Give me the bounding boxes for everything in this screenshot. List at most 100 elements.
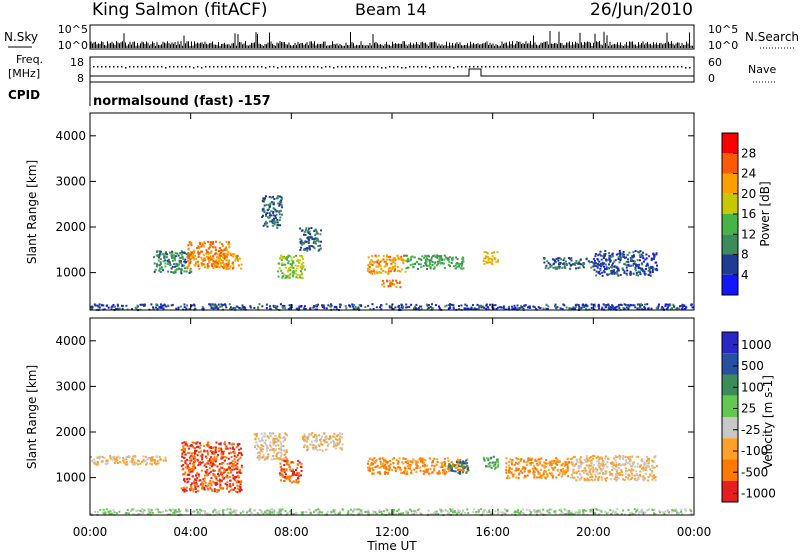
echo-cell — [490, 465, 492, 467]
echo-cell — [319, 511, 321, 513]
echo-cell — [539, 510, 541, 512]
nave-dot — [157, 66, 159, 68]
echo-cell — [275, 445, 277, 447]
echo-cell — [647, 466, 649, 468]
echo-cell — [305, 227, 307, 229]
echo-cell — [463, 469, 465, 471]
echo-cell — [329, 305, 331, 307]
echo-cell — [650, 267, 652, 269]
echo-cell — [286, 257, 288, 259]
echo-cell — [653, 253, 655, 255]
echo-cell — [648, 255, 650, 257]
echo-cell — [195, 258, 197, 260]
echo-cell — [645, 254, 647, 256]
echo-cell — [187, 481, 189, 483]
echo-cell — [425, 264, 427, 266]
echo-cell — [639, 254, 641, 256]
echo-cell — [626, 274, 628, 276]
echo-cell — [547, 462, 549, 464]
echo-cell — [142, 511, 144, 513]
echo-cell — [613, 457, 615, 459]
echo-cell — [383, 286, 385, 288]
echo-cell — [367, 467, 369, 469]
echo-cell — [160, 263, 162, 265]
echo-cell — [526, 464, 528, 466]
echo-cell — [512, 459, 514, 461]
echo-cell — [428, 307, 430, 309]
echo-cell — [637, 304, 639, 306]
echo-cell — [172, 252, 174, 254]
echo-cell — [678, 512, 680, 514]
echo-cell — [603, 257, 605, 259]
echo-cell — [293, 267, 295, 269]
echo-cell — [654, 467, 656, 469]
echo-cell — [391, 469, 393, 471]
nsky-tick-top: 10^5 — [58, 23, 88, 36]
echo-cell — [450, 467, 452, 469]
nave-dot — [513, 66, 515, 68]
echo-cell — [224, 249, 226, 251]
echo-cell — [189, 452, 191, 454]
echo-cell — [433, 512, 435, 514]
echo-cell — [640, 464, 642, 466]
echo-cell — [183, 451, 185, 453]
echo-cell — [358, 307, 360, 309]
echo-cell — [327, 511, 329, 513]
echo-cell — [186, 271, 188, 273]
echo-cell — [370, 464, 372, 466]
echo-cell — [294, 474, 296, 476]
echo-cell — [204, 266, 206, 268]
echo-cell — [310, 512, 312, 514]
echo-cell — [205, 471, 207, 473]
echo-cell — [612, 255, 614, 257]
echo-cell — [424, 464, 426, 466]
echo-cell — [226, 481, 228, 483]
echo-cell — [215, 249, 217, 251]
echo-cell — [239, 469, 241, 471]
echo-cell — [269, 206, 271, 208]
echo-cell — [547, 305, 549, 307]
echo-cell — [303, 249, 305, 251]
echo-cell — [280, 466, 282, 468]
echo-cell — [184, 480, 186, 482]
echo-cell — [489, 462, 491, 464]
echo-cell — [318, 241, 320, 243]
echo-cell — [493, 465, 495, 467]
echo-cell — [273, 458, 275, 460]
echo-cell — [595, 253, 597, 255]
echo-cell — [287, 262, 289, 264]
echo-cell — [612, 262, 614, 264]
echo-cell — [220, 252, 222, 254]
echo-cell — [557, 306, 559, 308]
echo-cell — [236, 456, 238, 458]
echo-cell — [309, 248, 311, 250]
echo-cell — [180, 262, 182, 264]
echo-cell — [605, 480, 607, 482]
echo-cell — [214, 470, 216, 472]
echo-cell — [272, 439, 274, 441]
echo-cell — [282, 272, 284, 274]
echo-cell — [530, 464, 532, 466]
echo-cell — [414, 256, 416, 258]
echo-cell — [409, 468, 411, 470]
echo-cell — [612, 305, 614, 307]
echo-cell — [200, 483, 202, 485]
echo-cell — [609, 509, 611, 511]
echo-cell — [232, 262, 234, 264]
echo-cell — [277, 221, 279, 223]
echo-cell — [433, 268, 435, 270]
echo-cell — [310, 434, 312, 436]
echo-cell — [475, 511, 477, 513]
echo-cell — [358, 509, 360, 511]
echo-cell — [188, 470, 190, 472]
echo-cell — [498, 511, 500, 513]
nave-dot — [413, 66, 415, 68]
echo-cell — [335, 448, 337, 450]
echo-cell — [505, 462, 507, 464]
echo-cell — [380, 304, 382, 306]
echo-cell — [283, 480, 285, 482]
echo-cell — [639, 471, 641, 473]
echo-cell — [283, 464, 285, 466]
echo-cell — [277, 444, 279, 446]
echo-cell — [437, 261, 439, 263]
